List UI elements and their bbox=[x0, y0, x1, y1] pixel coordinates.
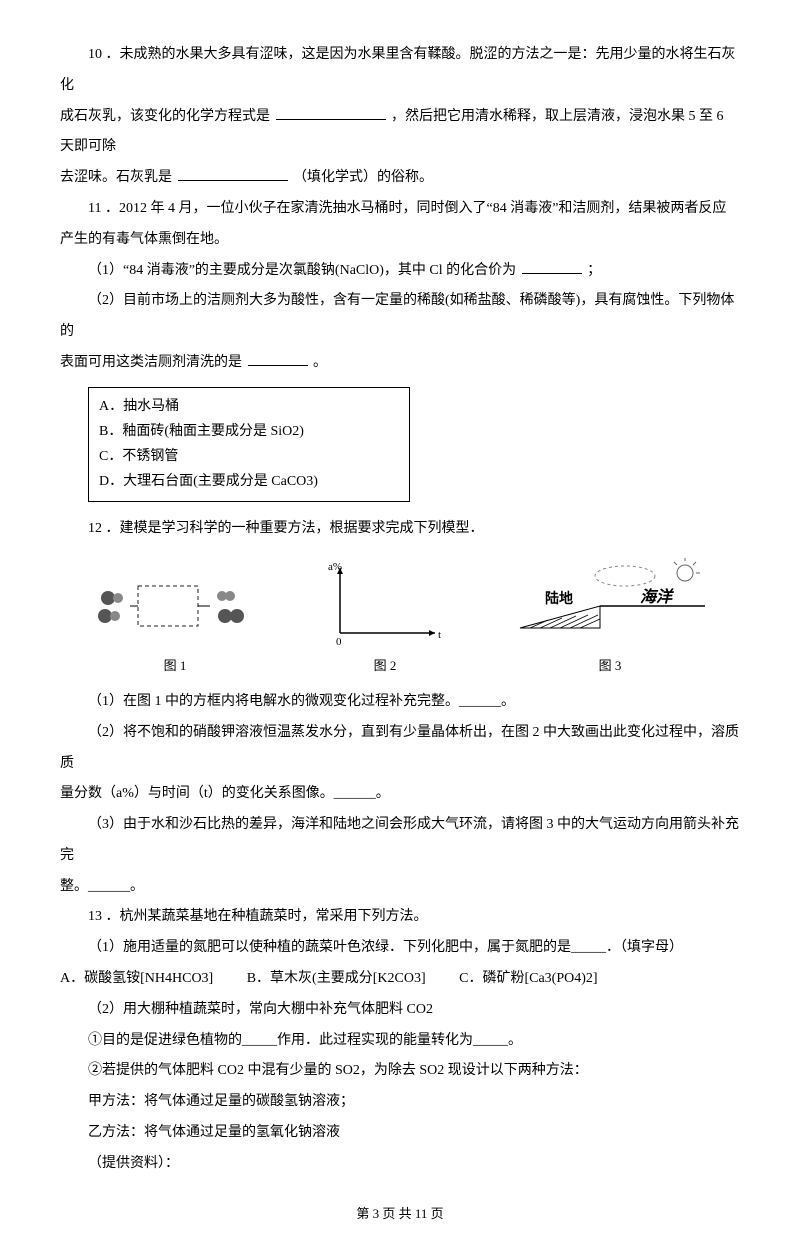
q10-text-1a: 10 ．未成熟的水果大多具有涩味，这是因为水果里含有鞣酸。脱涩的方法之一是：先用… bbox=[60, 47, 736, 93]
q12-fig3-block: 陆地 海洋 图 3 bbox=[510, 558, 710, 681]
q12-fig1-block: 图 1 bbox=[90, 568, 260, 681]
q11-p3a: （2）目前市场上的洁厕剂大多为酸性，含有一定量的稀酸(如稀盐酸、稀磷酸等)，具有… bbox=[60, 293, 734, 339]
q11-line1: 11 ．2012 年 4 月，一位小伙子在家清洗抽水马桶时，同时倒入了“84 消… bbox=[60, 194, 740, 225]
q11-p2a: （1）“84 消毒液”的主要成分是次氯酸钠(NaClO)，其中 Cl 的化合价为 bbox=[88, 263, 516, 278]
q11-sub1: （1）“84 消毒液”的主要成分是次氯酸钠(NaClO)，其中 Cl 的化合价为… bbox=[60, 256, 740, 287]
q11-p1a: 11 ．2012 年 4 月，一位小伙子在家清洗抽水马桶时，同时倒入了“84 消… bbox=[88, 201, 726, 216]
q10-text-1b: 成石灰乳，该变化的化学方程式是 bbox=[60, 109, 270, 124]
q12-fig3-svg: 陆地 海洋 bbox=[510, 558, 710, 648]
q13-p8: （提供资料）： bbox=[60, 1149, 740, 1180]
q13-p1: 13 ．杭州某蔬菜基地在种植蔬菜时，常采用下列方法。 bbox=[60, 902, 740, 933]
fig2-ylabel: a% bbox=[328, 561, 342, 573]
fig3-sea-label: 海洋 bbox=[640, 588, 674, 606]
q13-options-line: A．碳酸氢铵[NH4HCO3] B．草木灰(主要成分[K2CO3] C．磷矿粉[… bbox=[60, 964, 740, 995]
q12-sub2b: 量分数（a%）与时间（t）的变化关系图像。______。 bbox=[60, 779, 740, 810]
q11-opt-b: B．釉面砖(釉面主要成分是 SiO2) bbox=[99, 419, 399, 444]
q10-text-2b: （填化学式）的俗称。 bbox=[293, 170, 433, 185]
q13-opt-a: A．碳酸氢铵[NH4HCO3] bbox=[60, 964, 213, 995]
q11-options-box: A．抽水马桶 B．釉面砖(釉面主要成分是 SiO2) C．不锈钢管 D．大理石台… bbox=[88, 387, 410, 502]
q12-p1: 12 ．建模是学习科学的一种重要方法，根据要求完成下列模型． bbox=[88, 521, 484, 536]
q11-opt-d: D．大理石台面(主要成分是 CaCO3) bbox=[99, 469, 399, 494]
q10-text-2a: 去涩味。石灰乳是 bbox=[60, 170, 172, 185]
q13-p4: ①目的是促进绿色植物的_____作用．此过程实现的能量转化为_____。 bbox=[60, 1026, 740, 1057]
page-body: 10 ．未成熟的水果大多具有涩味，这是因为水果里含有鞣酸。脱涩的方法之一是：先用… bbox=[0, 0, 800, 1258]
q11-sub2b: 表面可用这类洁厕剂清洗的是 。 bbox=[60, 348, 740, 379]
q12-fig1-svg bbox=[90, 568, 260, 648]
q11-blank-choice bbox=[248, 350, 308, 366]
q13-p7: 乙方法：将气体通过足量的氢氧化钠溶液 bbox=[60, 1118, 740, 1149]
q10-line3: 去涩味。石灰乳是 （填化学式）的俗称。 bbox=[60, 163, 740, 194]
fig3-land-label: 陆地 bbox=[545, 590, 573, 607]
svg-text:0: 0 bbox=[336, 636, 342, 648]
q12-sub1: （1）在图 1 中的方框内将电解水的微观变化过程补充完整。______。 bbox=[60, 687, 740, 718]
q13-p6: 甲方法：将气体通过足量的碳酸氢钠溶液； bbox=[60, 1087, 740, 1118]
q12-figures-row: 图 1 a% 0 t 图 2 bbox=[60, 558, 740, 681]
q12-sub2a: （2）将不饱和的硝酸钾溶液恒温蒸发水分，直到有少量晶体析出，在图 2 中大致画出… bbox=[60, 718, 740, 780]
q12-fig2-block: a% 0 t 图 2 bbox=[320, 558, 450, 681]
q11-p3c: 。 bbox=[313, 355, 327, 370]
q10-line1: 10 ．未成熟的水果大多具有涩味，这是因为水果里含有鞣酸。脱涩的方法之一是：先用… bbox=[60, 40, 740, 102]
q12-fig2-svg: a% 0 t bbox=[320, 558, 450, 648]
q11-p2b: ； bbox=[587, 263, 601, 278]
q13-p5: ②若提供的气体肥料 CO2 中混有少量的 SO2，为除去 SO2 现设计以下两种… bbox=[60, 1056, 740, 1087]
q13-opt-b: B．草木灰(主要成分[K2CO3] bbox=[247, 964, 426, 995]
fig2-xlabel: t bbox=[438, 629, 441, 641]
q10-line2: 成石灰乳，该变化的化学方程式是 ，然后把它用清水稀释，取上层清液，浸泡水果 5 … bbox=[60, 102, 740, 164]
q11-blank-valence bbox=[522, 257, 582, 273]
q12-line1: 12 ．建模是学习科学的一种重要方法，根据要求完成下列模型． bbox=[60, 514, 740, 545]
q11-sub2a: （2）目前市场上的洁厕剂大多为酸性，含有一定量的稀酸(如稀盐酸、稀磷酸等)，具有… bbox=[60, 286, 740, 348]
q12-fig3-caption: 图 3 bbox=[599, 652, 622, 681]
q12-sub3b: 整。______。 bbox=[60, 872, 740, 903]
q12-sub3a: （3）由于水和沙石比热的差异，海洋和陆地之间会形成大气环流，请将图 3 中的大气… bbox=[60, 810, 740, 872]
page-footer: 第 3 页 共 11 页 bbox=[60, 1200, 740, 1229]
q13-p3: （2）用大棚种植蔬菜时，常向大棚中补充气体肥料 CO2 bbox=[60, 995, 740, 1026]
q12-fig1-caption: 图 1 bbox=[164, 652, 187, 681]
q11-p3b: 表面可用这类洁厕剂清洗的是 bbox=[60, 355, 242, 370]
q12-fig2-caption: 图 2 bbox=[374, 652, 397, 681]
q13-p2: （1）施用适量的氮肥可以使种植的蔬菜叶色浓绿．下列化肥中，属于氮肥的是_____… bbox=[60, 933, 740, 964]
q11-opt-c: C．不锈钢管 bbox=[99, 444, 399, 469]
q13-opt-c: C．磷矿粉[Ca3(PO4)2] bbox=[459, 964, 597, 995]
q11-line2: 产生的有毒气体熏倒在地。 bbox=[60, 225, 740, 256]
q10-blank-equation bbox=[276, 103, 386, 119]
q11-opt-a: A．抽水马桶 bbox=[99, 394, 399, 419]
q11-p1b: 产生的有毒气体熏倒在地。 bbox=[60, 232, 228, 247]
q10-blank-formula bbox=[178, 165, 288, 181]
